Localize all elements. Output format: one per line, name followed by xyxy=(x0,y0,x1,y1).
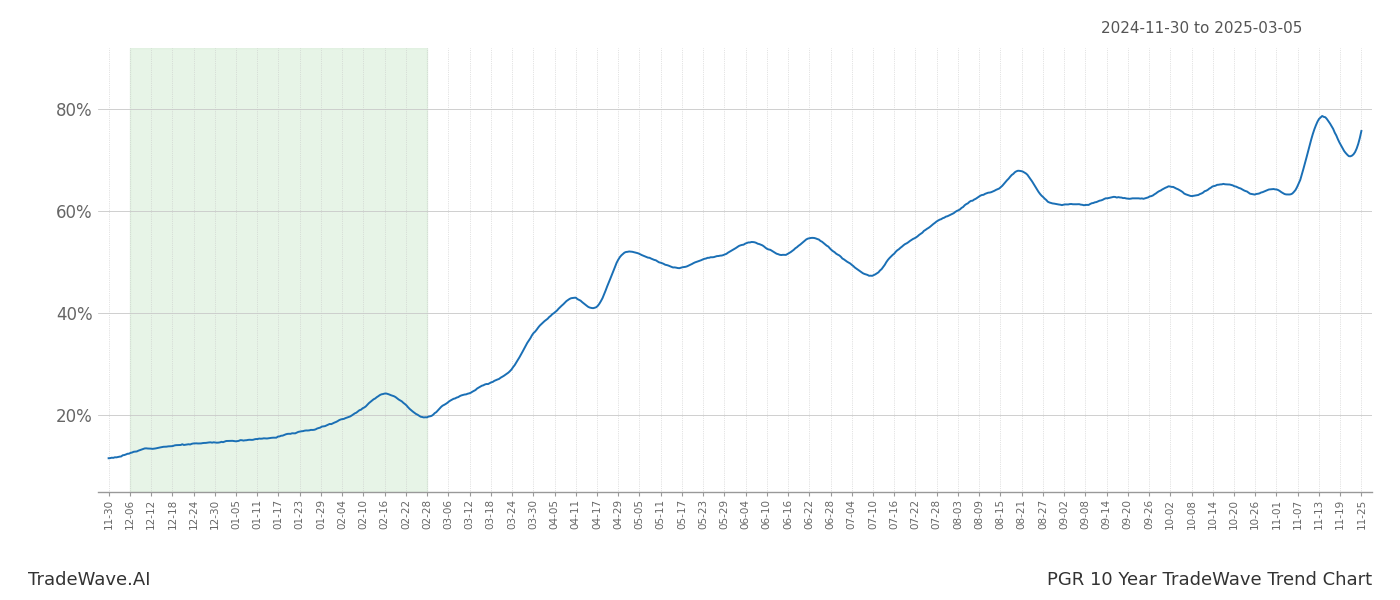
Text: PGR 10 Year TradeWave Trend Chart: PGR 10 Year TradeWave Trend Chart xyxy=(1047,571,1372,589)
Bar xyxy=(130,48,427,492)
Text: TradeWave.AI: TradeWave.AI xyxy=(28,571,151,589)
Text: 2024-11-30 to 2025-03-05: 2024-11-30 to 2025-03-05 xyxy=(1100,21,1302,36)
